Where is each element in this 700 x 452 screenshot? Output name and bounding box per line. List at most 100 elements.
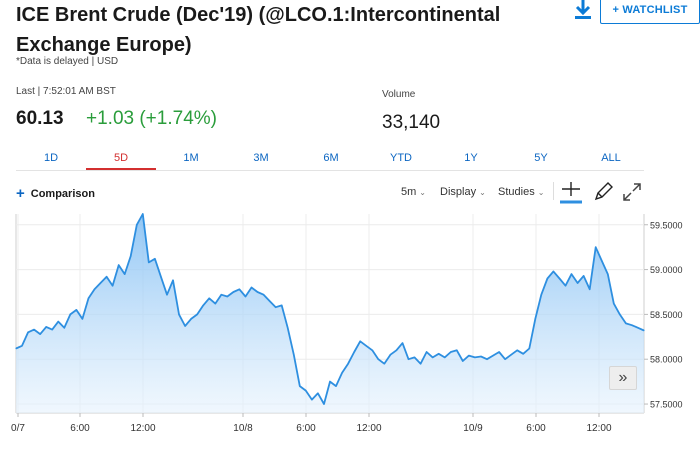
data-point xyxy=(564,285,567,287)
interval-dropdown[interactable]: 5m ⌄ xyxy=(401,186,426,198)
range-tab-6m[interactable]: 6M xyxy=(323,152,339,164)
fullscreen-icon[interactable] xyxy=(620,180,644,204)
data-point xyxy=(196,313,198,315)
data-point xyxy=(311,399,313,401)
data-point xyxy=(444,356,446,358)
data-point xyxy=(112,285,114,287)
data-point xyxy=(601,260,603,262)
data-point xyxy=(371,349,373,351)
data-point xyxy=(190,318,192,320)
data-point xyxy=(474,356,476,358)
range-tab-3m[interactable]: 3M xyxy=(253,152,269,164)
chart-toolbar: + Comparison 5m ⌄ Display ⌄ Studies ⌄ xyxy=(16,180,644,206)
data-point xyxy=(106,276,108,278)
range-tabs: 1D 5D 1M 3M 6M YTD 1Y 5Y ALL xyxy=(16,148,644,171)
x-tick-label: 12:00 xyxy=(356,423,381,434)
data-point xyxy=(347,363,349,365)
data-point xyxy=(643,329,645,332)
download-icon[interactable] xyxy=(572,0,594,20)
data-point xyxy=(595,246,597,248)
data-point xyxy=(534,318,536,320)
comparison-button[interactable]: + Comparison xyxy=(16,185,95,202)
data-point xyxy=(456,349,458,351)
data-point xyxy=(510,354,512,356)
x-tick-label: 0/7 xyxy=(11,423,25,434)
data-point xyxy=(244,295,247,298)
range-tab-5d[interactable]: 5D xyxy=(86,148,156,170)
data-point xyxy=(69,313,71,315)
data-point xyxy=(256,291,259,293)
data-point xyxy=(27,331,29,333)
data-point xyxy=(275,306,277,308)
data-point xyxy=(432,356,434,358)
draw-pencil-icon[interactable] xyxy=(591,180,615,204)
data-point xyxy=(172,279,174,281)
data-point xyxy=(21,345,23,347)
data-point xyxy=(426,351,428,353)
data-point xyxy=(208,297,210,299)
range-tab-1m[interactable]: 1M xyxy=(183,152,199,164)
data-point xyxy=(570,273,573,275)
y-tick-label: 58.0000 xyxy=(650,355,683,365)
data-point xyxy=(365,345,367,347)
data-point xyxy=(317,392,319,394)
data-point xyxy=(160,276,162,278)
toolbar-divider xyxy=(553,182,554,200)
last-trade-label: Last | 7:52:01 AM BST xyxy=(16,86,116,97)
y-tick-label: 59.0000 xyxy=(650,265,683,275)
data-point xyxy=(293,354,295,356)
x-tick-label: 6:00 xyxy=(526,423,546,434)
data-point xyxy=(486,358,488,360)
data-point xyxy=(528,347,530,350)
plus-icon: + xyxy=(16,185,25,202)
volume-label: Volume xyxy=(382,89,416,100)
last-price: 60.13 xyxy=(16,108,64,129)
data-point xyxy=(166,294,168,296)
data-point xyxy=(438,353,440,355)
data-point xyxy=(81,318,83,320)
x-tick-label: 12:00 xyxy=(130,423,155,434)
data-point xyxy=(498,351,500,353)
data-point xyxy=(359,340,361,342)
range-tab-ytd[interactable]: YTD xyxy=(390,152,412,164)
data-point xyxy=(33,329,35,331)
data-point xyxy=(238,288,240,290)
instrument-title: ICE Brent Crude (Dec'19) (@LCO.1:Interco… xyxy=(16,4,501,56)
add-to-watchlist-button[interactable]: + WATCHLIST xyxy=(600,0,700,24)
data-point xyxy=(93,288,96,290)
data-point xyxy=(184,325,186,327)
crosshair-icon[interactable] xyxy=(559,180,583,204)
price-chart[interactable]: 59.5000 59.0000 58.5000 58.0000 57.5000 0/7 6:… xyxy=(0,210,700,452)
chevron-down-icon: ⌄ xyxy=(479,188,486,197)
data-point xyxy=(148,261,150,263)
range-tab-5y[interactable]: 5Y xyxy=(534,152,548,164)
data-point xyxy=(395,349,397,351)
range-tab-1d[interactable]: 1D xyxy=(43,152,59,164)
data-point xyxy=(305,390,307,392)
data-point xyxy=(480,355,482,358)
chevron-down-icon: ⌄ xyxy=(537,188,545,197)
data-point xyxy=(136,224,138,226)
data-point xyxy=(637,327,639,329)
range-tab-all[interactable]: ALL xyxy=(601,152,621,164)
x-tick-label: 12:00 xyxy=(586,423,611,434)
data-point xyxy=(51,329,53,331)
data-point xyxy=(492,355,494,357)
data-point xyxy=(401,342,404,344)
data-point xyxy=(75,309,77,311)
volume-value: 33,140 xyxy=(382,112,441,133)
double-chevron-right-icon: » xyxy=(618,369,628,386)
data-point xyxy=(154,258,156,260)
data-delayed-note: *Data is delayed | USD xyxy=(16,56,119,67)
data-point xyxy=(45,326,47,328)
scroll-right-button[interactable]: » xyxy=(609,366,637,390)
data-point xyxy=(552,270,555,272)
data-point xyxy=(287,327,289,329)
data-point xyxy=(99,282,102,284)
price-change: +1.03 (+1.74%) xyxy=(86,108,217,129)
studies-dropdown[interactable]: Studies ⌄ xyxy=(498,186,544,198)
display-dropdown[interactable]: Display ⌄ xyxy=(440,186,486,198)
interval-label: 5m xyxy=(401,186,417,198)
range-tab-1y[interactable]: 1Y xyxy=(464,152,478,164)
data-point xyxy=(558,277,561,280)
